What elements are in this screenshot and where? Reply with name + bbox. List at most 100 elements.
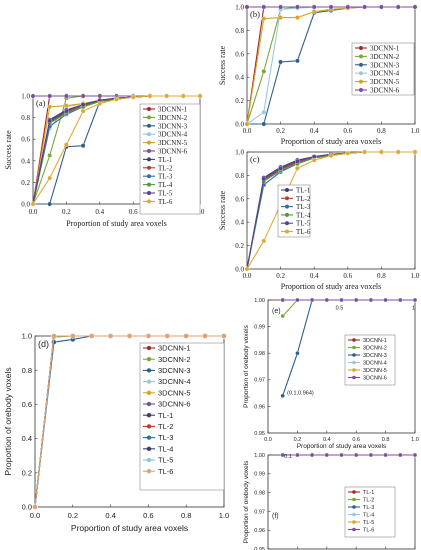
annotation-label: (0.1,0.964) [287,390,314,396]
legend-entry: TL-1 [158,156,173,164]
data-point [398,297,403,303]
x-tick-label: 0.4 [95,208,104,216]
legend-entry: 3DCNN-5 [158,388,191,397]
data-point [180,93,186,99]
legend-swatch-marker [352,345,356,350]
y-axis-label: Success rate [4,130,13,170]
legend-entry: TL-6 [158,198,173,206]
data-point [261,69,267,74]
legend-swatch-marker [352,338,356,342]
legend-entry: 3DCNN-6 [158,400,191,409]
data-point [70,333,76,339]
legend: TL-1TL-2 TL-3TL-4 TL-5TL-6 [344,486,396,538]
data-point [295,452,300,458]
data-point [383,452,388,458]
legend-swatch-marker [147,165,151,170]
legend-entry: 3DCNN-6 [158,147,188,155]
y-tick-label: 0.2 [22,468,32,477]
data-point [278,15,283,20]
data-point [412,4,418,10]
chart-panel-b: 0.0 0.2 0.4 0.6 0.8 1.0 0.0 0.2 0.4 0.6 0.8 1.0 Prop… [218,3,420,146]
x-tick-label: 0.0 [243,272,252,280]
legend-entry: TL-5 [296,220,311,228]
y-tick-label: 0.2 [235,242,244,250]
data-point [398,452,403,458]
series-line [246,151,415,270]
plot-frame [246,151,416,270]
data-point [126,333,133,339]
series-TL-6 [32,333,227,510]
data-point [412,297,418,303]
legend-entry: 3DCNN-1 [158,344,191,353]
y-tick-label: 0.98 [254,351,265,357]
y-tick-label: 1.0 [235,3,244,11]
data-point [324,452,329,458]
data-point [311,157,317,163]
data-point [295,15,300,20]
data-point [362,149,367,155]
data-point [47,93,53,99]
legend-entry: 3DCNN-4 [158,131,188,139]
legend-swatch-marker [359,88,363,92]
data-point [368,297,374,303]
data-point [32,504,38,510]
data-point [295,159,300,164]
y-axis-label: Success rate [218,190,227,230]
annotation-label: 1 [412,305,415,311]
x-tick-label: 0.6 [343,127,352,135]
y-tick-label: 0.2 [235,97,244,105]
data-point [379,149,384,155]
legend-swatch-marker [147,107,151,111]
legend-swatch-marker [359,54,363,59]
series-TL-6 [30,93,203,207]
y-tick-label: 0.8 [235,172,244,180]
data-point [30,201,36,207]
x-axis-label: Proportion of study area voxels [66,219,166,228]
y-tick-label: 0.4 [235,219,244,227]
x-tick-label: 0.2 [276,272,285,280]
y-tick-label: 0.97 [254,378,265,384]
y-tick-label: 0.95 [254,431,265,437]
data-point [379,4,384,10]
x-tick-label: 0.8 [377,127,386,135]
x-tick-label: 0.0 [243,127,252,135]
legend-swatch-marker [285,204,289,209]
legend-swatch-marker [147,157,151,162]
data-point [261,109,267,115]
legend-swatch-marker [285,188,289,192]
legend-swatch-marker [352,497,356,502]
data-point [295,297,300,303]
chart-panel-c: 0.0 0.2 0.4 0.6 0.8 1.0 0.0 0.2 0.4 0.6 0.8 1.0 Prop… [218,148,420,291]
data-point [64,142,69,147]
legend-entry: TL-5 [158,189,173,197]
series-line [246,151,415,270]
legend-entry: 3DCNN-4 [158,377,191,386]
legend-entry: 3DCNN-3 [158,122,188,130]
legend-swatch-marker [147,115,151,120]
series-TL-1 [244,149,418,272]
y-axis-label: Success rate [218,45,227,85]
y-tick-label: 0.6 [22,400,32,409]
data-point [354,297,359,303]
legend-entry: 3DCNN-6 [363,375,387,381]
x-tick-label: 0.4 [310,272,319,280]
y-tick-label: 1.00 [254,453,265,459]
data-point [64,103,69,109]
data-point [64,93,69,99]
legend-swatch-marker [147,140,151,145]
data-point [345,150,351,156]
x-tick-label: 0.4 [105,511,115,520]
x-tick-label: 1.0 [219,511,229,520]
legend-swatch-marker [352,360,356,365]
data-point [97,93,103,99]
legend-entry: TL-1 [363,490,374,496]
legend-entry: TL-5 [158,456,173,465]
chart-panel-d: 0.0 0.2 0.4 0.6 0.8 1.0 0.0 0.2 0.4 0.6 0.8 1.0 Prop… [3,332,229,533]
x-tick-label: 0.0 [29,208,38,216]
legend-entry: TL-2 [296,195,311,203]
data-point [64,108,69,114]
series-TL-2 [244,149,418,272]
legend-entry: TL-6 [296,228,311,236]
x-tick-label: 1.0 [411,437,419,443]
